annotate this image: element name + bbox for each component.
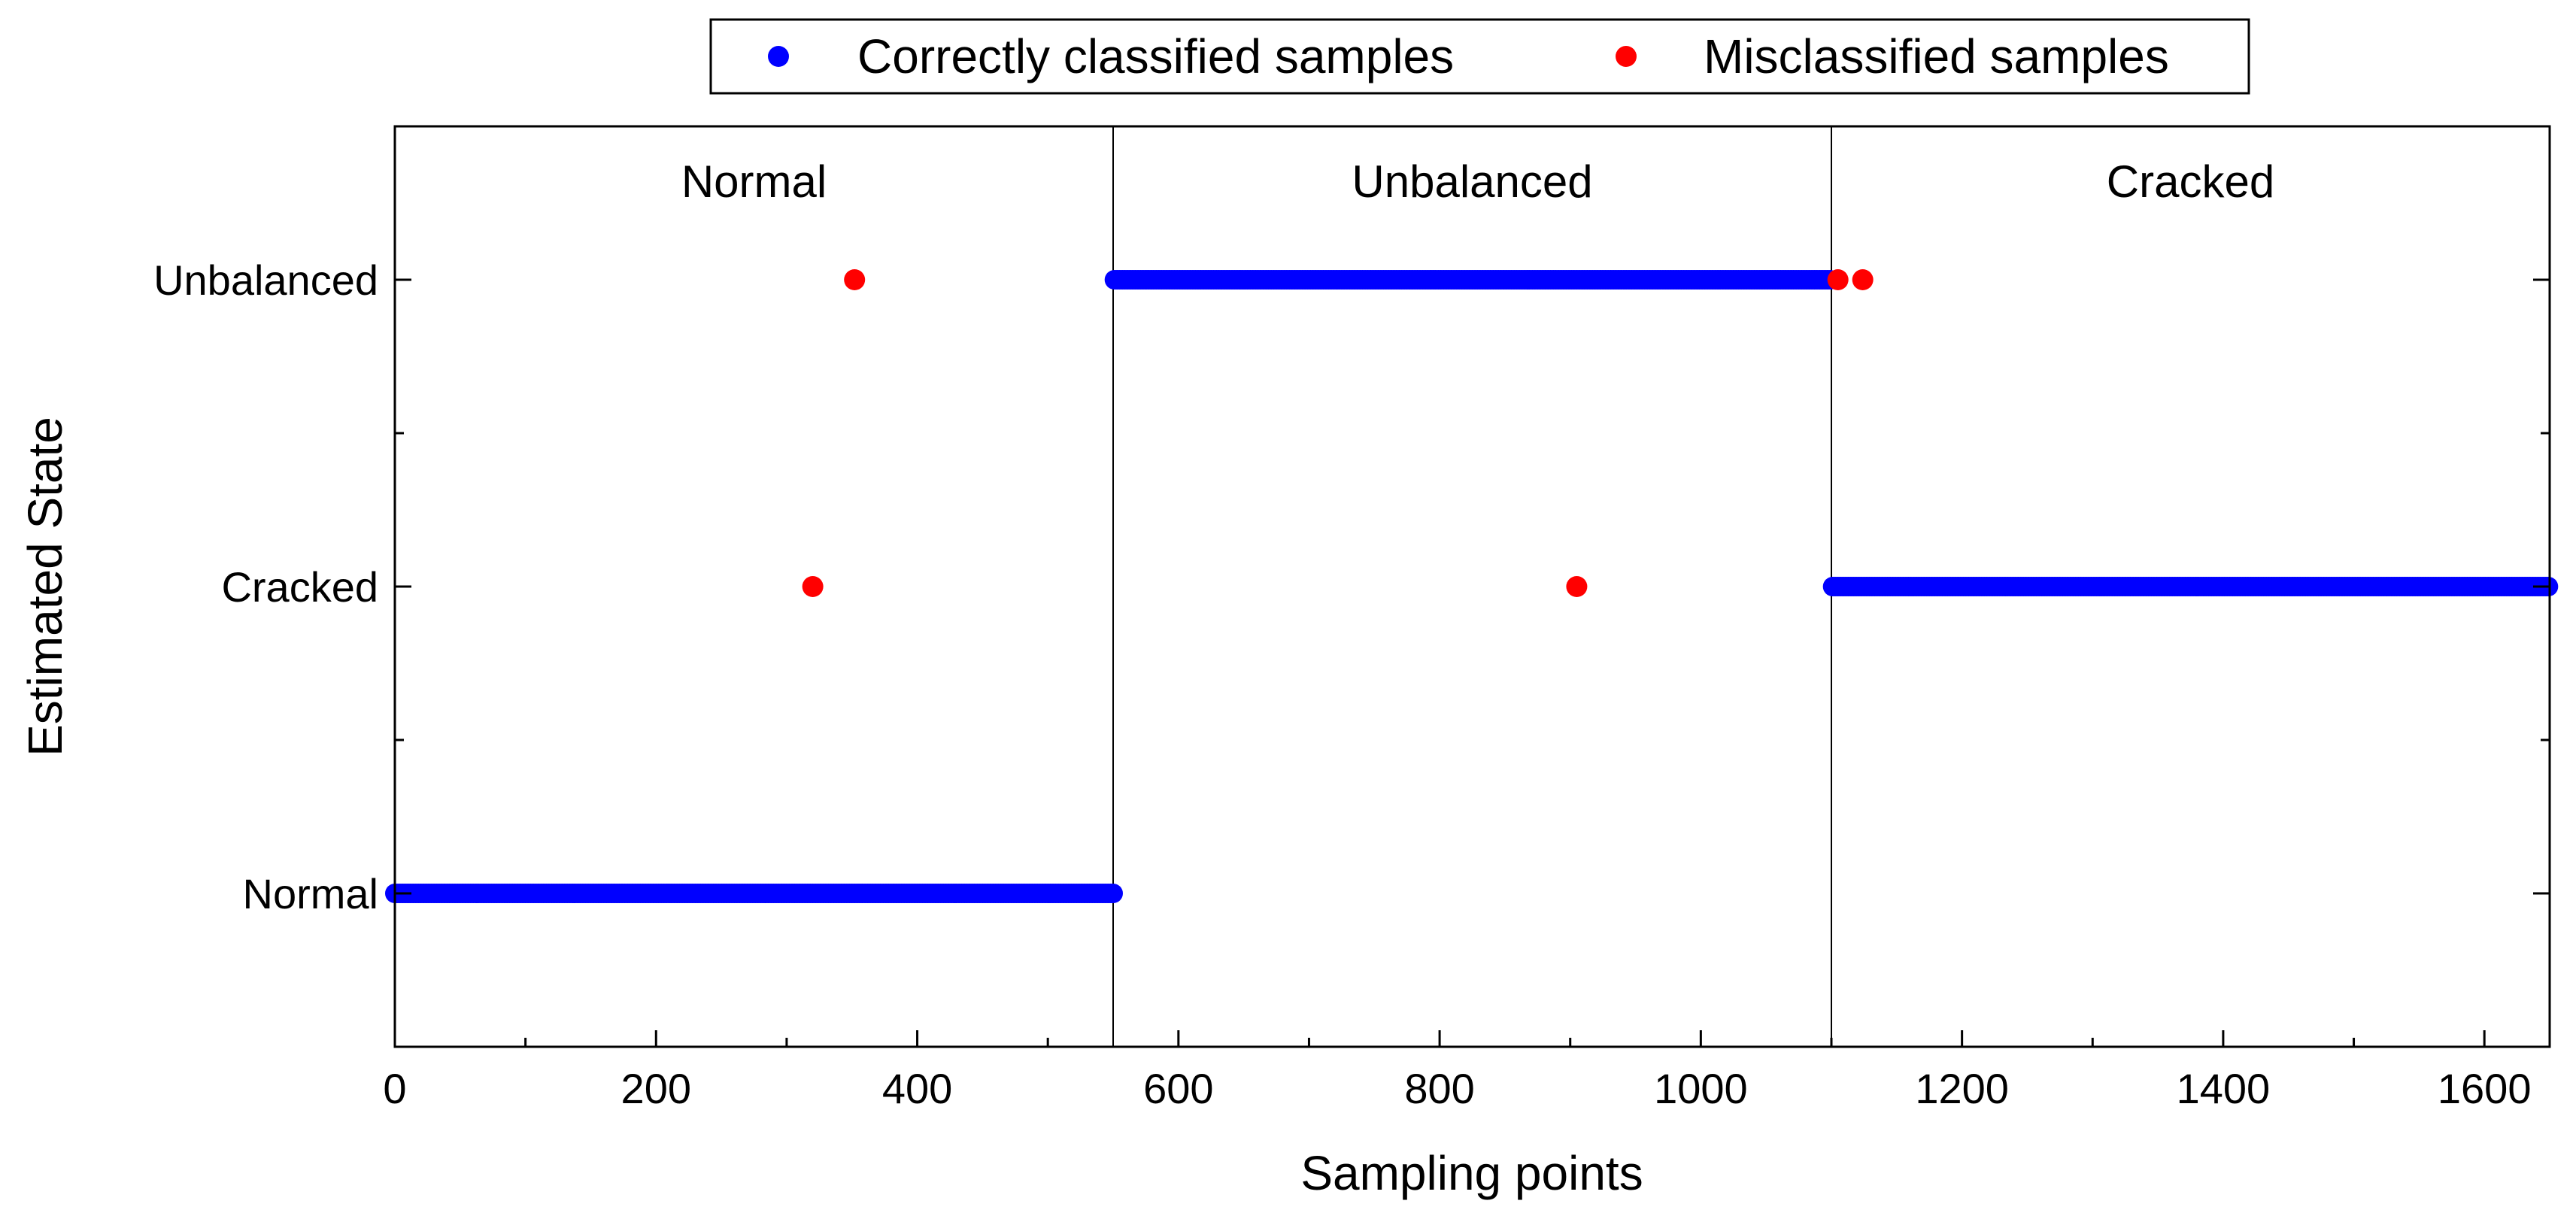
legend-label-misclassified-samples: Misclassified samples — [1704, 29, 2169, 83]
x-tick-label: 400 — [882, 1065, 952, 1112]
y-tick-label-cracked: Cracked — [221, 563, 378, 611]
x-tick-label: 1200 — [1915, 1065, 2009, 1112]
region-label-normal: Normal — [681, 156, 827, 207]
legend-marker-correctly-classified-samples — [768, 46, 789, 67]
region-label-unbalanced: Unbalanced — [1352, 156, 1592, 207]
y-tick-label-normal: Normal — [243, 870, 378, 917]
misclassified-sample-point — [844, 269, 866, 290]
correct-sample-point — [1103, 884, 1123, 903]
region-label-cracked: Cracked — [2107, 156, 2274, 207]
x-tick-label: 1400 — [2177, 1065, 2271, 1112]
legend-box — [709, 18, 2250, 95]
legend: Correctly classified samples Misclassifie… — [709, 18, 2250, 95]
x-tick-label: 1000 — [1654, 1065, 1748, 1112]
x-axis-label: Sampling points — [1300, 1146, 1643, 1200]
misclassified-sample-point — [1566, 576, 1588, 597]
plot-area: 0 200 400 600 800 1000 1200 1400 1600 Normal Crack… — [153, 125, 2559, 1112]
misclassified-sample-point — [1827, 269, 1849, 290]
misclassified-sample-point — [1852, 269, 1874, 290]
x-tick-label: 0 — [383, 1065, 406, 1112]
misclassified-sample-point — [802, 576, 824, 597]
x-tick-label: 1600 — [2438, 1065, 2532, 1112]
y-tick-label-unbalanced: Unbalanced — [153, 256, 378, 304]
y-axis-label: Estimated State — [18, 417, 72, 757]
legend-marker-misclassified-samples — [1616, 46, 1637, 67]
legend-label-correctly-classified-samples: Correctly classified samples — [857, 29, 1454, 83]
x-tick-label: 600 — [1143, 1065, 1213, 1112]
x-tick-label: 800 — [1404, 1065, 1474, 1112]
x-tick-label: 200 — [621, 1065, 691, 1112]
